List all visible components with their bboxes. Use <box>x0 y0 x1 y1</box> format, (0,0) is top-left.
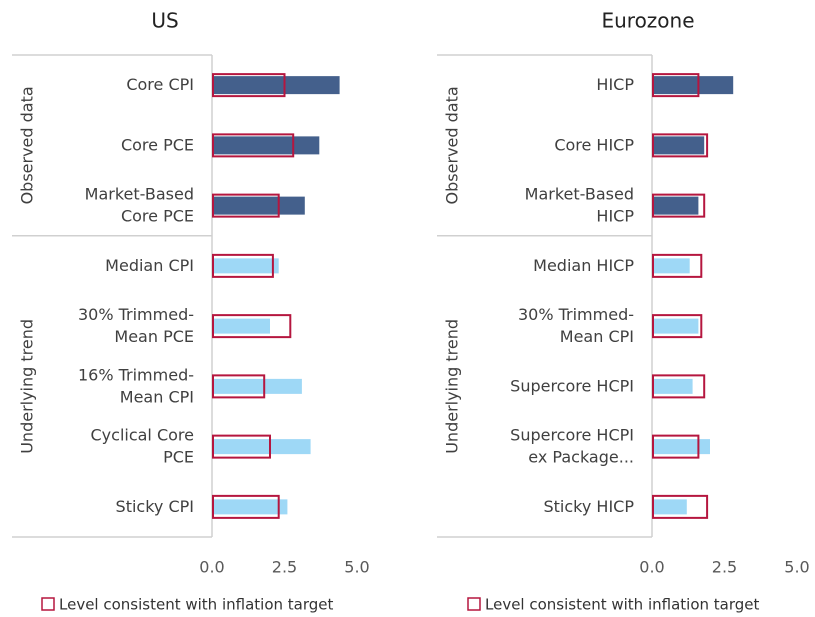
target-bar <box>212 494 280 519</box>
target-bar <box>652 193 706 218</box>
target-bar <box>212 193 280 218</box>
legend-swatch <box>41 597 55 611</box>
target-bar <box>212 374 266 399</box>
category-label: HICP <box>596 75 634 94</box>
legend-label: Level consistent with inflation target <box>485 596 759 614</box>
x-tick-label: 5.0 <box>344 558 369 577</box>
target-bar <box>652 133 709 158</box>
category-label: Median HICP <box>533 255 634 274</box>
target-bar <box>652 73 700 98</box>
category-label: Cyclical Core PCE <box>91 425 195 466</box>
bar <box>652 378 693 394</box>
target-bar <box>652 374 706 399</box>
category-label: Supercore HCPI <box>510 376 634 395</box>
bar <box>212 318 270 334</box>
category-label: Core PCE <box>121 135 194 154</box>
category-label: Sticky CPI <box>116 496 194 515</box>
target-bar <box>212 73 286 98</box>
bar <box>652 136 705 155</box>
group-label: Observed data <box>18 86 37 204</box>
group-label: Underlying trend <box>18 319 37 454</box>
x-tick-label: 0.0 <box>199 558 224 577</box>
target-bar <box>212 253 274 278</box>
bar <box>212 76 340 95</box>
bar <box>212 196 305 215</box>
category-label: 30% Trimmed-Mean CPI <box>518 305 634 346</box>
category-label: Core CPI <box>126 75 194 94</box>
x-tick-label: 5.0 <box>784 558 809 577</box>
target-bar <box>212 434 271 459</box>
legend-swatch <box>467 597 481 611</box>
category-label: Core HICP <box>554 135 634 154</box>
category-label: Sticky HICP <box>544 496 635 515</box>
chart-title: Eurozone <box>601 9 694 33</box>
chart-title: US <box>151 9 178 33</box>
category-label: Supercore HCPI ex Package... <box>510 425 634 466</box>
category-label: Median CPI <box>105 255 194 274</box>
bar <box>212 378 302 394</box>
legend-label: Level consistent with inflation target <box>59 596 333 614</box>
group-label: Underlying trend <box>443 319 462 454</box>
x-tick-label: 0.0 <box>639 558 664 577</box>
category-label: 16% Trimmed-Mean CPI <box>78 365 194 406</box>
bar <box>212 439 311 455</box>
bar <box>652 258 690 274</box>
target-bar <box>652 434 700 459</box>
target-bar <box>652 494 709 519</box>
bar <box>652 439 710 455</box>
category-label: Market-Based Core PCE <box>85 184 194 225</box>
target-bar <box>212 314 292 339</box>
target-bar <box>212 133 295 158</box>
category-label: 30% Trimmed-Mean PCE <box>78 305 194 346</box>
target-bar <box>652 314 703 339</box>
bar <box>652 196 699 215</box>
target-bar <box>652 253 703 278</box>
category-label: Market-Based HICP <box>525 184 635 225</box>
group-label: Observed data <box>443 86 462 204</box>
bar <box>652 318 699 334</box>
bar <box>652 499 687 515</box>
bar <box>212 499 288 515</box>
bar <box>652 76 734 95</box>
x-tick-label: 2.5 <box>712 558 737 577</box>
x-tick-label: 2.5 <box>272 558 297 577</box>
bar <box>212 136 320 155</box>
bar <box>212 258 279 274</box>
